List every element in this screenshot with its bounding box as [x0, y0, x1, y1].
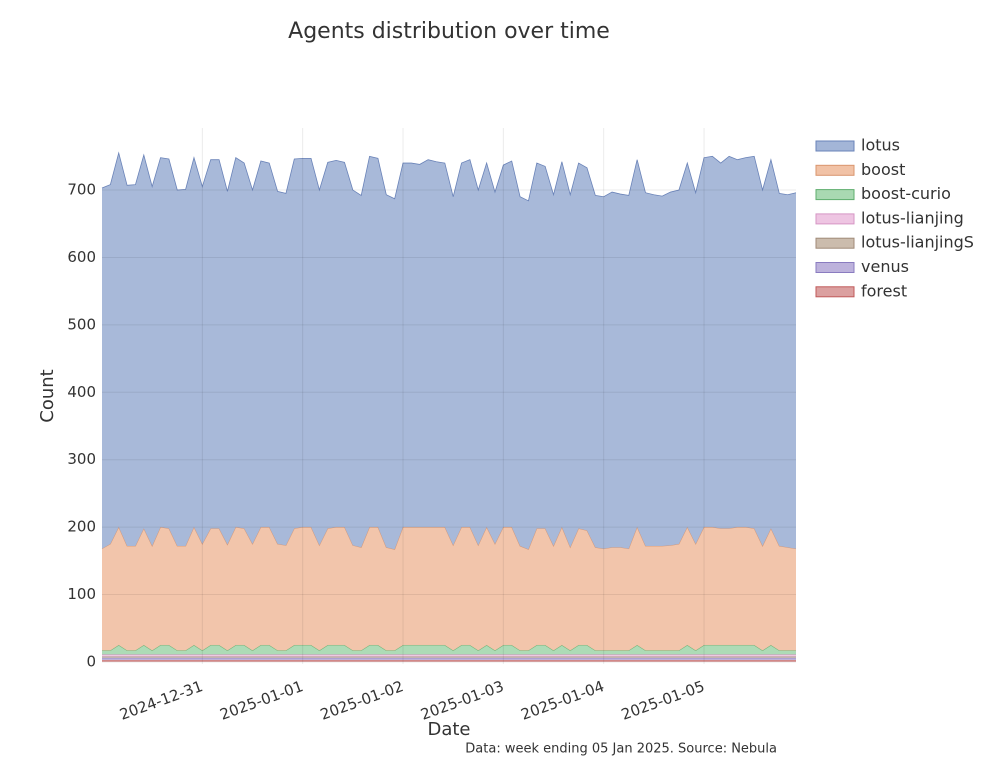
- legend-label: venus: [861, 257, 909, 276]
- area: [102, 527, 796, 651]
- legend-swatch: [815, 189, 855, 201]
- chart-title: Agents distribution over time: [288, 19, 610, 44]
- area: [102, 645, 796, 655]
- y-tick-label: 400: [67, 383, 96, 401]
- legend-label: forest: [861, 281, 907, 300]
- y-tick-label: 200: [67, 518, 96, 536]
- y-tick-label: 500: [67, 315, 96, 333]
- y-tick-label: 0: [86, 652, 96, 670]
- area: [102, 654, 796, 657]
- legend-swatch: [815, 262, 855, 273]
- x-tick-label: 2025-01-04: [519, 677, 607, 724]
- y-tick-label: 600: [67, 248, 96, 266]
- y-axis-label: Count: [37, 369, 58, 422]
- areas: [101, 151, 797, 662]
- y-tick-label: 700: [67, 181, 96, 199]
- legend-label: lotus-lianjingS: [861, 233, 974, 252]
- y-tick-label: 100: [67, 585, 96, 603]
- legend-swatch: [815, 286, 855, 298]
- legend-label: boost: [861, 160, 905, 179]
- legend-swatch: [815, 237, 855, 249]
- x-tick-label: 2025-01-03: [418, 677, 506, 724]
- legend-swatch: [815, 213, 855, 225]
- x-axis-label: Date: [427, 719, 470, 740]
- legend-label: boost-curio: [861, 184, 951, 203]
- x-tick-label: 2025-01-01: [217, 677, 305, 724]
- area: [102, 152, 796, 550]
- area: [102, 657, 796, 660]
- area-line: [101, 151, 797, 202]
- x-tick-label: 2025-01-02: [318, 677, 406, 724]
- legend-label: lotus-lianjing: [861, 208, 964, 227]
- x-tick-label: 2025-01-05: [619, 677, 707, 724]
- y-tick-label: 300: [67, 450, 96, 468]
- legend-swatch: [815, 140, 855, 152]
- footnote: Data: week ending 05 Jan 2025. Source: N…: [465, 742, 777, 757]
- x-tick-label: 2024-12-31: [117, 677, 205, 724]
- legend-label: lotus: [861, 136, 900, 155]
- area: [102, 659, 796, 662]
- legend-swatch: [815, 164, 855, 176]
